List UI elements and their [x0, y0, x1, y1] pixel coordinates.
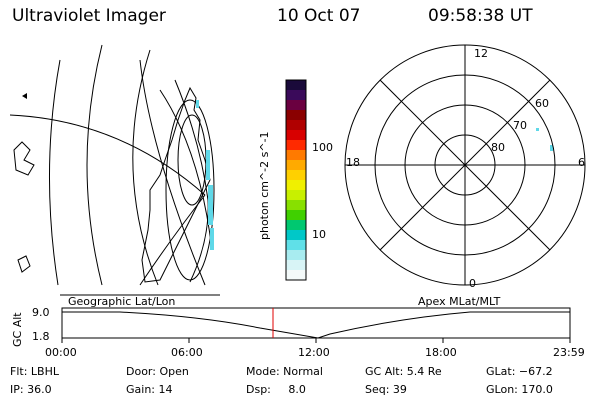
- x-tick-0000: 00:00: [45, 346, 77, 359]
- colorbar-segment: [286, 240, 306, 251]
- colorbar-segment: [286, 160, 306, 171]
- colorbar-segment: [286, 190, 306, 201]
- colorbar-tick-100: 100: [312, 141, 333, 154]
- mlt-label-18: 18: [346, 156, 360, 169]
- colorbar-segment: [286, 90, 306, 101]
- colorbar-segment: [286, 220, 306, 231]
- polar-plot: [344, 44, 586, 286]
- lat-label-80: 80: [491, 141, 505, 154]
- colorbar-unit: photon cm^-2 s^-1: [258, 131, 271, 240]
- lat-label-70: 70: [513, 119, 527, 132]
- colorbar-segment: [286, 230, 306, 241]
- geographic-map: [9, 44, 215, 286]
- colorbar-segment: [286, 250, 306, 261]
- colorbar-segment: [286, 80, 306, 91]
- filter-value: Flt: LBHL: [10, 365, 59, 378]
- colorbar-segment: [286, 100, 306, 111]
- colorbar-tick-10: 10: [312, 228, 326, 241]
- colorbar-segment: [286, 140, 306, 151]
- y-tick-1-8: 1.8: [32, 330, 50, 343]
- mlt-label-0: 0: [469, 277, 476, 290]
- colorbar-segment: [286, 270, 306, 281]
- time-label: 09:58:38 UT: [428, 6, 533, 26]
- dsp-value: Dsp: 8.0: [246, 383, 306, 396]
- mode-value: Mode: Normal: [246, 365, 323, 378]
- colorbar-segment: [286, 260, 306, 271]
- colorbar-frame: [285, 79, 307, 281]
- glon-value: GLon: 170.0: [486, 383, 553, 396]
- colorbar-segment: [286, 200, 306, 211]
- colorbar-segment: [286, 150, 306, 161]
- colorbar: [286, 80, 306, 281]
- door-value: Door: Open: [126, 365, 189, 378]
- direction-marker-icon: [22, 93, 27, 99]
- lat-label-60: 60: [535, 97, 549, 110]
- aurora-emission: [196, 100, 553, 250]
- date-label: 10 Oct 07: [277, 6, 361, 26]
- colorbar-segment: [286, 180, 306, 191]
- colorbar-segment: [286, 170, 306, 181]
- gc-alt-value: GC Alt: 5.4 Re: [365, 365, 442, 378]
- mlt-label-6: 6: [578, 156, 585, 169]
- mlt-label-12: 12: [474, 47, 488, 60]
- apex-label: Apex MLat/MLT: [418, 295, 501, 308]
- gc-alt-axis-label: GC Alt: [11, 312, 24, 347]
- ip-value: IP: 36.0: [10, 383, 52, 396]
- x-tick-1800: 18:00: [425, 346, 457, 359]
- seq-value: Seq: 39: [365, 383, 407, 396]
- y-tick-9: 9.0: [32, 306, 50, 319]
- colorbar-segment: [286, 120, 306, 131]
- instrument-title: Ultraviolet Imager: [12, 6, 166, 26]
- geographic-label: Geographic Lat/Lon: [68, 295, 176, 308]
- timeline-plot: [61, 307, 571, 343]
- x-tick-2359: 23:59: [553, 346, 585, 359]
- gain-value: Gain: 14: [126, 383, 173, 396]
- colorbar-segment: [286, 130, 306, 141]
- x-tick-1200: 12:00: [298, 346, 330, 359]
- x-tick-0600: 06:00: [171, 346, 203, 359]
- colorbar-segment: [286, 210, 306, 221]
- colorbar-segment: [286, 110, 306, 121]
- glat-value: GLat: −67.2: [486, 365, 553, 378]
